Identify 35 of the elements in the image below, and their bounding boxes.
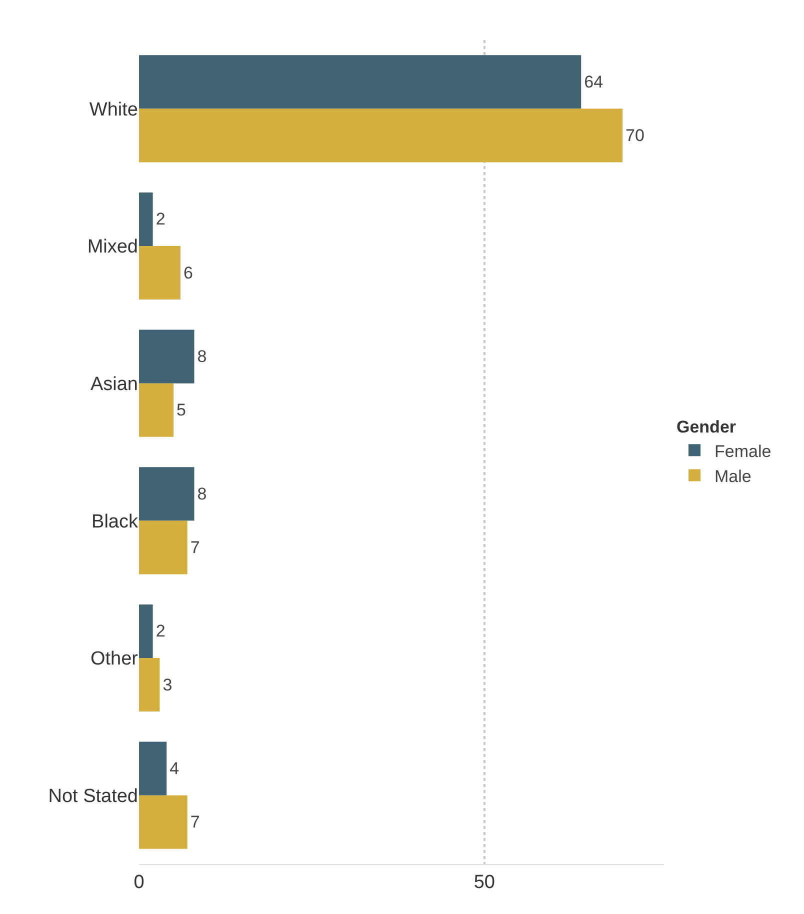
legend-title: Gender [676,418,736,437]
bar [139,383,174,437]
bar [139,467,194,521]
data-label: 6 [183,263,193,282]
bar [139,658,160,712]
y-tick-label: Not Stated [48,786,138,807]
legend-label: Male [714,466,752,486]
data-label: 8 [197,484,207,504]
data-label: 64 [584,72,604,92]
legend-label: Female [714,442,772,461]
bar [139,520,188,574]
data-label: 5 [176,400,186,420]
data-label: 3 [162,675,172,694]
data-label: 4 [170,759,180,778]
data-label: 2 [156,210,166,229]
bar [139,246,180,300]
y-tick-label: Other [90,648,139,670]
y-tick-label: White [89,99,138,120]
y-tick-label: Asian [90,374,138,395]
bar [139,795,188,849]
bar [139,742,167,796]
bar [139,330,194,384]
data-label: 70 [626,126,644,145]
bar [139,108,623,162]
bar [139,192,153,246]
data-label: 7 [190,538,200,557]
data-label: 7 [190,812,200,832]
y-tick-label: Black [92,511,138,532]
data-label: 8 [197,347,207,366]
bar [139,55,582,109]
x-tick-label: 0 [134,872,144,893]
bar [139,604,153,658]
x-tick-label: 50 [474,872,495,893]
data-label: 2 [156,622,166,641]
y-tick-label: Mixed [87,236,138,258]
